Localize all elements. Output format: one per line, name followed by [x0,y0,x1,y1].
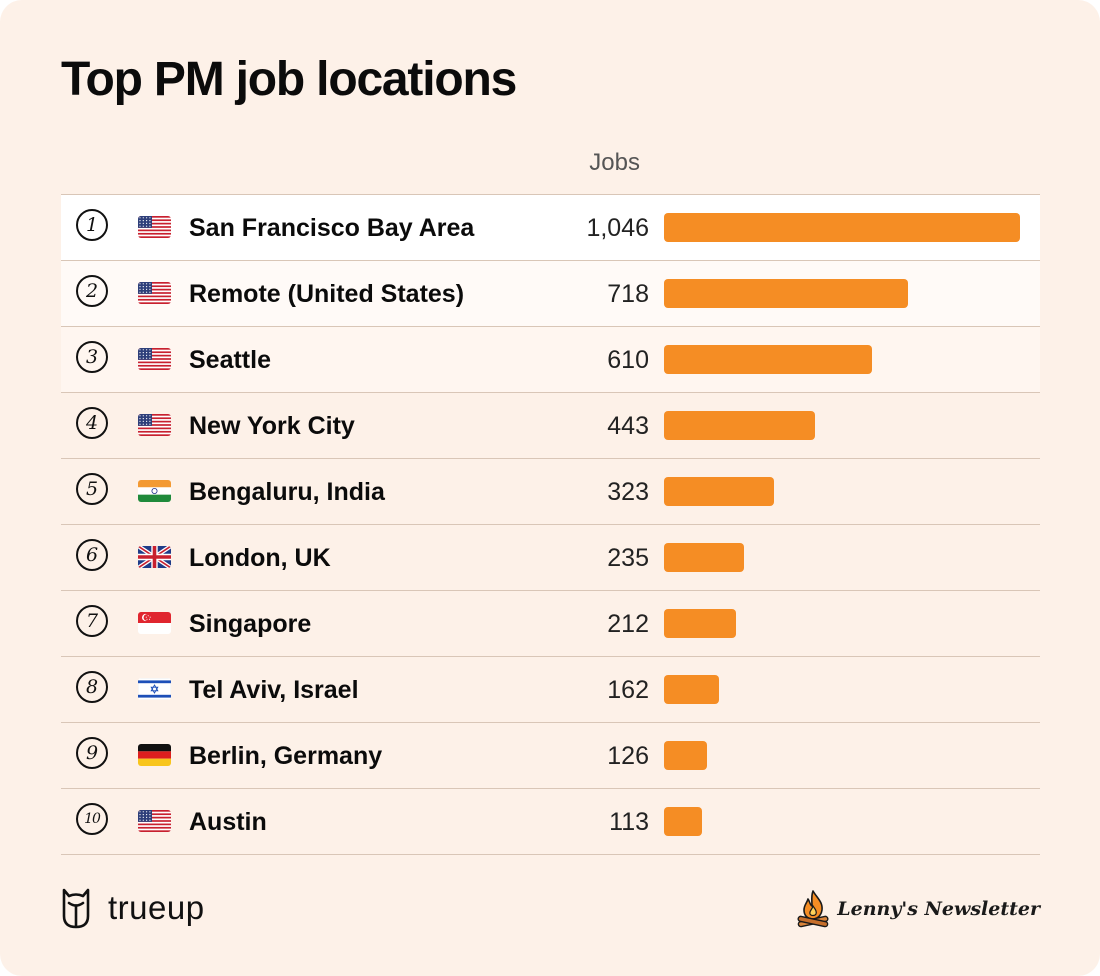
us-flag-icon [138,810,171,832]
location-label: Tel Aviv, Israel [189,676,359,704]
location-label: San Francisco Bay Area [189,214,475,242]
jobs-column-header: Jobs [589,149,640,176]
jobs-bar [664,741,707,770]
table-row: 10 Austin 113 [61,789,1040,855]
table-row: 7 Singapore 212 [61,591,1040,657]
jobs-bar [664,345,872,374]
jobs-bar [664,213,1020,242]
rank-badge: 2 [76,275,108,307]
table-row: 2 Remote (United States) 718 [61,261,1040,327]
jobs-value-label: 212 [607,610,649,638]
owl-logo-icon [62,888,90,929]
lennys-newsletter-logo: Lenny's Newsletter [795,888,1040,930]
jobs-bar [664,675,720,704]
location-label: Singapore [189,610,312,638]
uk-flag-icon [138,546,171,568]
locations-table: 1 San Francisco Bay Area 1,046 2 Remote (Uni… [61,194,1040,855]
jobs-value-label: 1,046 [586,214,649,242]
jobs-bar [664,543,744,572]
us-flag-icon [138,414,171,436]
table-row: 5 Bengaluru, India 323 [61,459,1040,525]
israel-flag-icon [138,678,171,700]
table-row: 6 London, UK 235 [61,525,1040,591]
rank-badge: 7 [76,605,108,637]
trueup-logo: trueup [60,886,205,930]
jobs-value-label: 323 [607,478,649,506]
jobs-bar [664,279,909,308]
lennys-newsletter-wordmark: Lenny's Newsletter [837,898,1040,920]
trueup-brand-name: trueup [108,889,205,926]
rank-badge: 9 [76,737,108,769]
location-label: Berlin, Germany [189,742,383,770]
jobs-value-label: 235 [607,544,649,572]
location-label: Bengaluru, India [189,478,385,506]
table-row: 9 Berlin, Germany 126 [61,723,1040,789]
rank-badge: 5 [76,473,108,505]
jobs-value-label: 443 [607,412,649,440]
location-label: Austin [189,808,267,836]
us-flag-icon [138,216,171,238]
table-row: 4 New York City 443 [61,393,1040,459]
location-label: London, UK [189,544,331,572]
table-row: 8 Tel Aviv, Israel 162 [61,657,1040,723]
jobs-value-label: 718 [607,280,649,308]
location-label: Remote (United States) [189,280,465,308]
jobs-bar [664,477,774,506]
jobs-bar [664,609,737,638]
us-flag-icon [138,348,171,370]
jobs-value-label: 126 [607,742,649,770]
rank-badge: 3 [76,341,108,373]
location-label: Seattle [189,346,271,374]
rank-badge: 4 [76,407,108,439]
jobs-value-label: 610 [607,346,649,374]
table-row: 3 Seattle 610 [61,327,1040,393]
rank-badge: 10 [76,803,108,835]
india-flag-icon [138,480,171,502]
jobs-value-label: 113 [609,808,649,836]
campfire-logo-icon [797,890,829,928]
jobs-bar [664,411,815,440]
location-label: New York City [189,412,355,440]
germany-flag-icon [138,744,171,766]
page-title: Top PM job locations [61,53,517,106]
rank-badge: 1 [76,209,108,241]
jobs-bar [664,807,703,836]
rank-badge: 6 [76,539,108,571]
jobs-value-label: 162 [607,676,649,704]
table-row: 1 San Francisco Bay Area 1,046 [61,195,1040,261]
singapore-flag-icon [138,612,171,634]
rank-badge: 8 [76,671,108,703]
us-flag-icon [138,282,171,304]
